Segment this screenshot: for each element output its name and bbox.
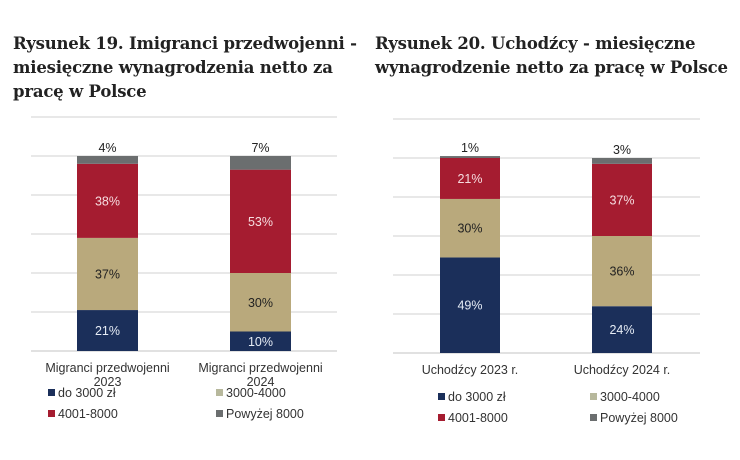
category-label: Migranci przedwojenni <box>45 361 169 375</box>
bar-segment-3000-4000 <box>230 273 291 332</box>
legend-label: Powyżej 8000 <box>600 411 678 425</box>
category-label: Migranci przedwojenni <box>198 361 322 375</box>
legend-label: 4001-8000 <box>58 407 118 421</box>
data-label: 36% <box>609 265 634 279</box>
data-label: 37% <box>609 193 634 207</box>
legend-swatch <box>438 393 445 400</box>
legend-item: do 3000 zł <box>438 390 506 404</box>
legend-swatch <box>216 410 223 417</box>
bar-segment-4001-8000 <box>77 163 138 238</box>
bar-segment-powy-ej-8000 <box>230 156 291 170</box>
legend-item: Powyżej 8000 <box>216 407 304 421</box>
data-label: 1% <box>461 141 479 155</box>
legend-swatch <box>590 393 597 400</box>
stacked-bar-chart-1: 21%37%38%4%Migranci przedwojenni202310%3… <box>31 116 337 421</box>
legend-label: do 3000 zł <box>448 390 506 404</box>
data-label: 21% <box>457 172 482 186</box>
bar-segment-do-3000-z- <box>592 306 652 353</box>
bar-segment-powy-ej-8000 <box>592 158 652 164</box>
bar-segment-do-3000-z- <box>230 331 291 351</box>
bar-segment-4001-8000 <box>230 169 291 273</box>
legend-swatch <box>438 414 445 421</box>
legend-label: Powyżej 8000 <box>226 407 304 421</box>
legend-item: do 3000 zł <box>48 386 116 400</box>
data-label: 21% <box>95 324 120 338</box>
bar-segment-powy-ej-8000 <box>440 156 500 158</box>
bar-segment-powy-ej-8000 <box>77 156 138 164</box>
legend-swatch <box>48 389 55 396</box>
data-label: 49% <box>457 299 482 313</box>
legend-item: 4001-8000 <box>438 411 508 425</box>
data-label: 7% <box>251 141 269 155</box>
data-label: 24% <box>609 323 634 337</box>
data-label: 37% <box>95 267 120 281</box>
legend-label: do 3000 zł <box>58 386 116 400</box>
legend-label: 3000-4000 <box>226 386 286 400</box>
legend-item: 3000-4000 <box>216 386 286 400</box>
bar-segment-4001-8000 <box>592 163 652 236</box>
bar-segment-3000-4000 <box>440 198 500 258</box>
chart-title-right: Rysunek 20. Uchodźcy - miesięczne wynagr… <box>375 34 728 77</box>
category-label: 2023 <box>94 375 122 389</box>
data-label: 30% <box>457 222 482 236</box>
legend-label: 4001-8000 <box>448 411 508 425</box>
bar-segment-3000-4000 <box>592 236 652 307</box>
data-label: 10% <box>248 335 273 349</box>
bar-segment-4001-8000 <box>440 158 500 199</box>
category-label: Uchodźcy 2023 r. <box>422 363 519 377</box>
legend-swatch <box>590 414 597 421</box>
bar-segment-do-3000-z- <box>440 257 500 353</box>
legend-item: Powyżej 8000 <box>590 411 678 425</box>
data-label: 3% <box>613 143 631 157</box>
data-label: 4% <box>98 141 116 155</box>
data-label: 38% <box>95 194 120 208</box>
data-label: 30% <box>248 296 273 310</box>
bar-segment-do-3000-z- <box>77 310 138 351</box>
legend-swatch <box>48 410 55 417</box>
bar-segment-3000-4000 <box>77 237 138 311</box>
data-label: 53% <box>248 215 273 229</box>
chart-title-left: Rysunek 19. Imigranci przedwojenni - mie… <box>13 34 357 101</box>
stacked-bar-chart-2: 49% 30% 21% 1% Uchodźcy 2023 r. 24% 36% 37% 3% Uc… <box>393 118 700 425</box>
legend-item: 3000-4000 <box>590 390 660 404</box>
legend-label: 3000-4000 <box>600 390 660 404</box>
legend-swatch <box>216 389 223 396</box>
category-label: 2024 <box>247 375 275 389</box>
category-label: Uchodźcy 2024 r. <box>574 363 671 377</box>
legend-item: 4001-8000 <box>48 407 118 421</box>
